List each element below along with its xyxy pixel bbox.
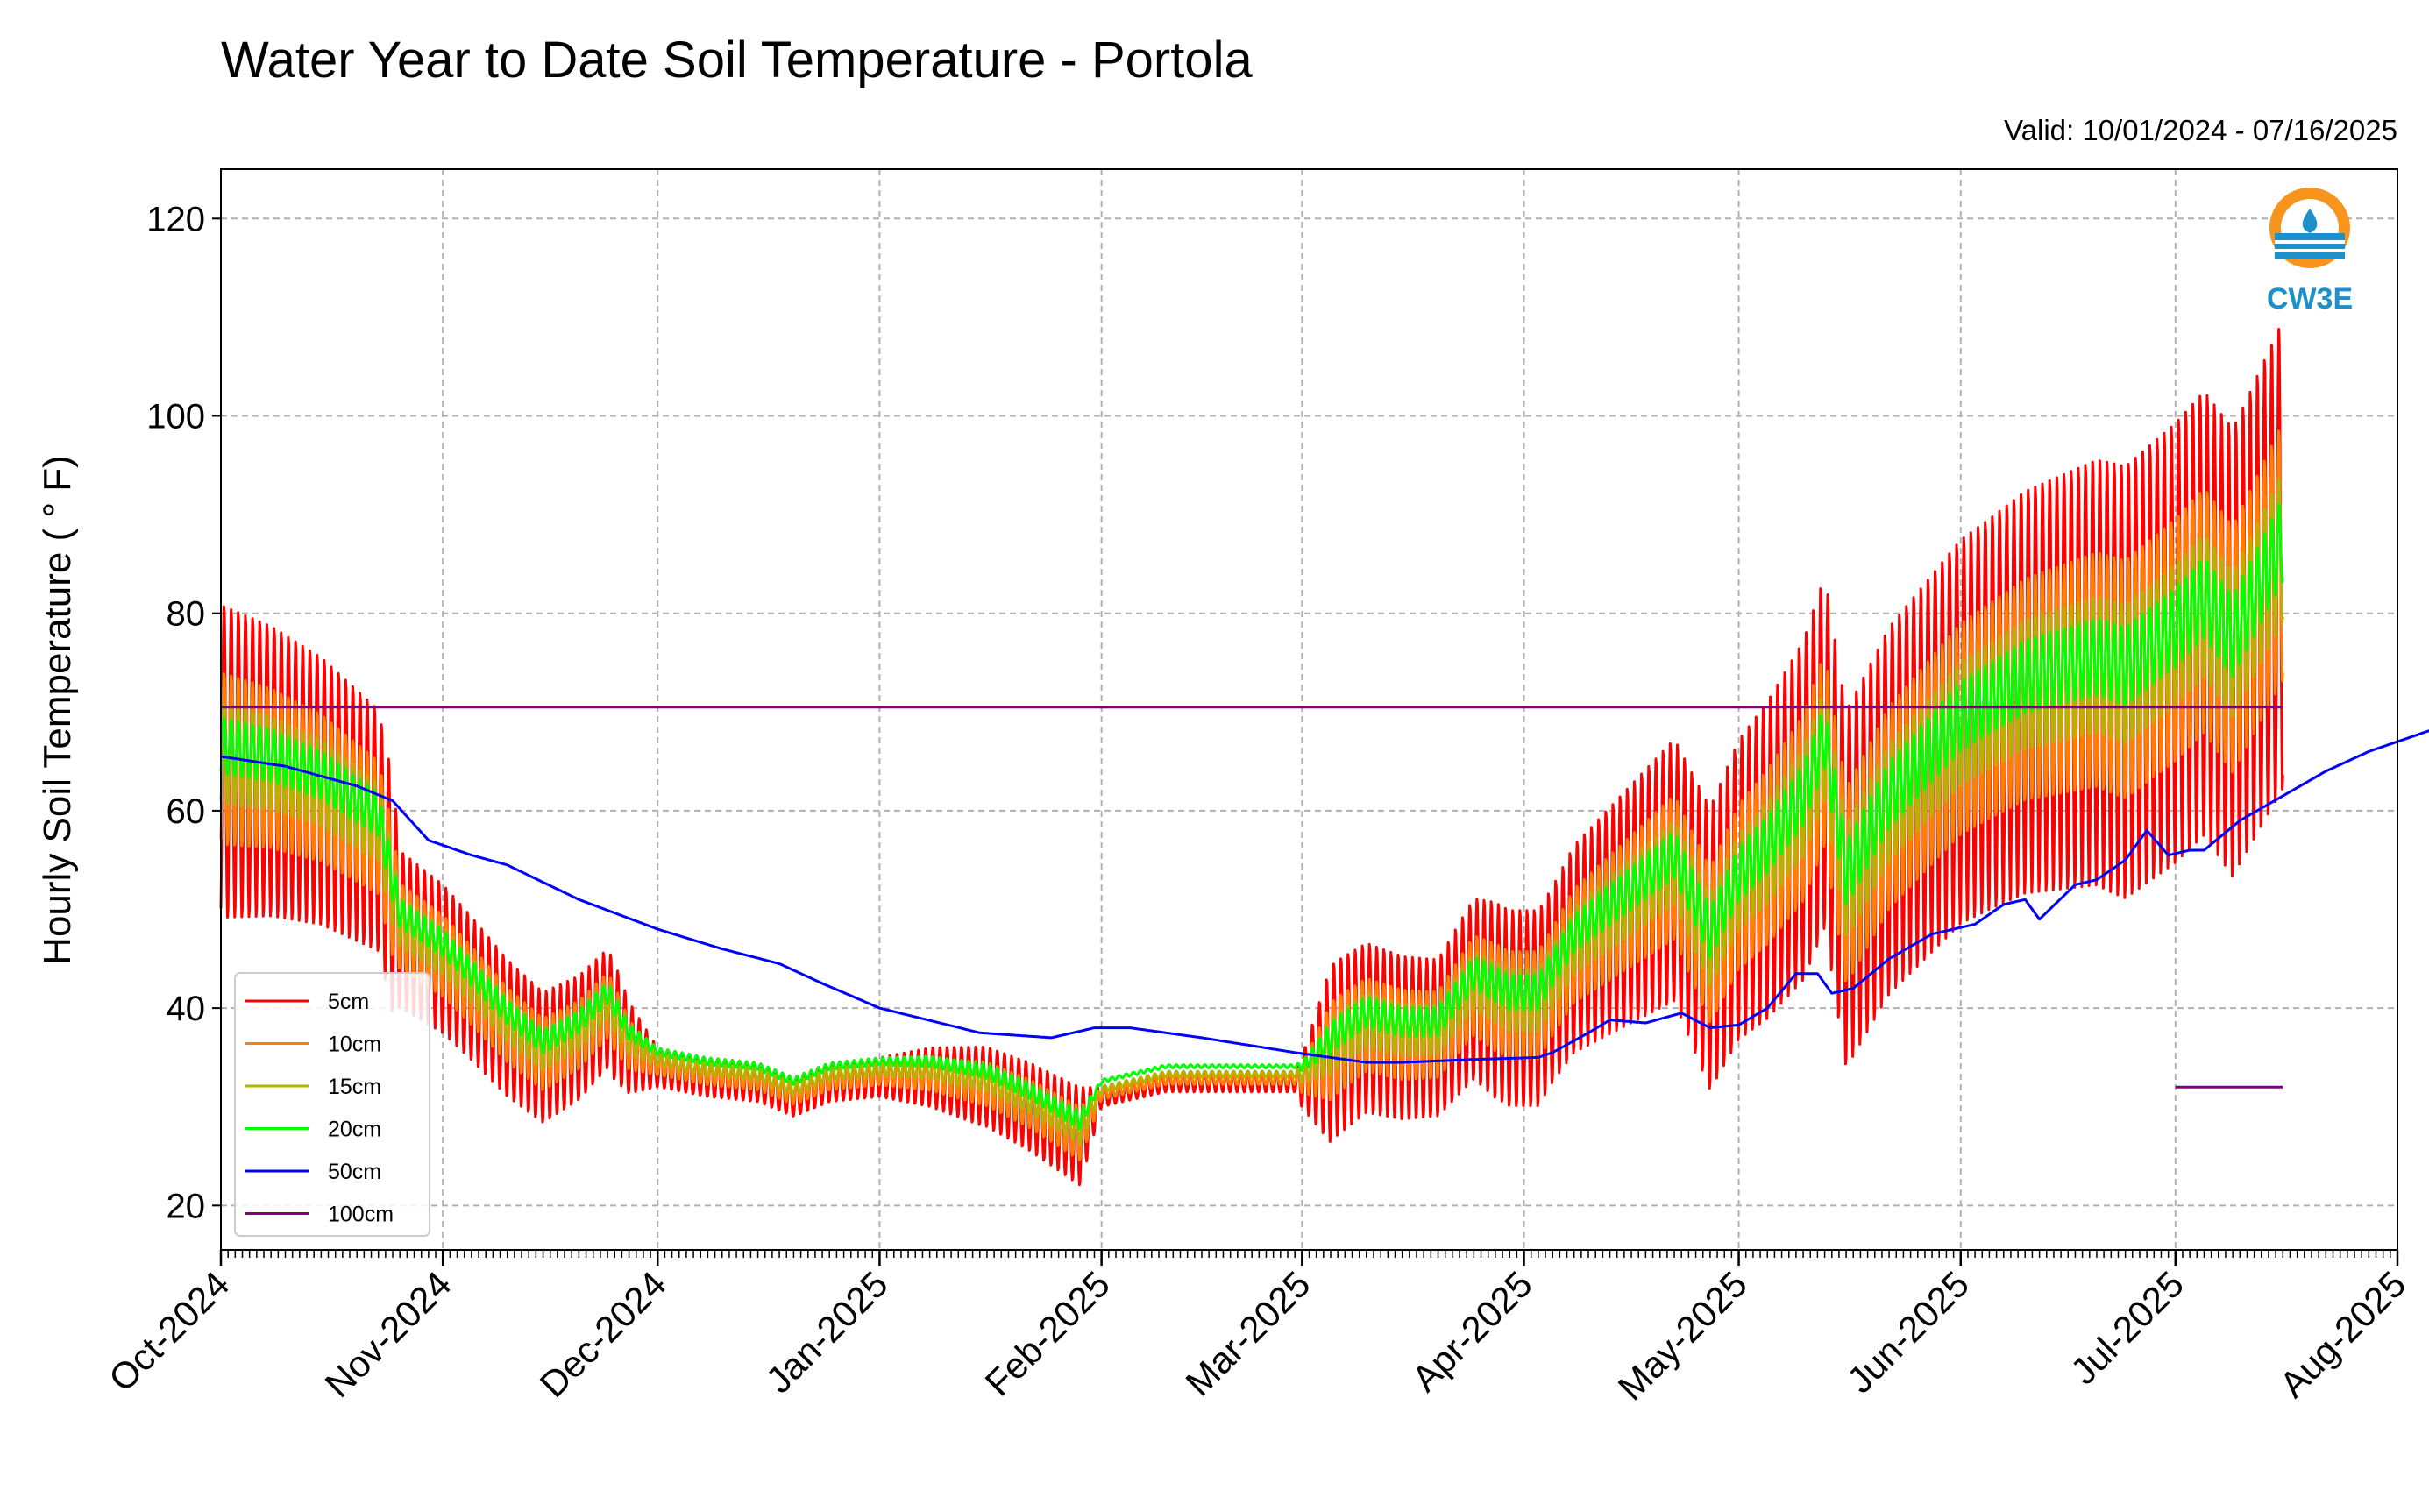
legend: 5cm 10cm 15cm 20cm 50cm 100cm [234, 972, 430, 1237]
series-15cm-line [219, 478, 2284, 1146]
x-tick-label: Jun-2025 [1839, 1263, 1977, 1401]
legend-label-20cm: 20cm [328, 1118, 381, 1142]
x-tick-label: Jul-2025 [2063, 1263, 2191, 1392]
x-tick-label: Dec-2024 [532, 1263, 674, 1405]
y-axis: 20 40 60 80 100 120 [146, 200, 221, 1225]
x-tick-label: May-2025 [1610, 1263, 1755, 1408]
chart-subtitle: Valid: 10/01/2024 - 07/16/2025 [2004, 114, 2397, 146]
plot-series [219, 328, 2429, 1187]
cw3e-logo: CW3E [2267, 188, 2353, 316]
logo-text: CW3E [2267, 282, 2353, 316]
legend-label-10cm: 10cm [328, 1033, 381, 1057]
legend-label-15cm: 15cm [328, 1075, 381, 1099]
x-tick-label: Jan-2025 [758, 1263, 896, 1401]
series-50cm-line [220, 729, 2429, 1064]
x-tick-label: Feb-2025 [977, 1263, 1118, 1403]
y-tick-label: 80 [167, 595, 206, 634]
series-20cm-line [219, 503, 2284, 1131]
y-tick-label: 100 [146, 398, 205, 437]
legend-label-5cm: 5cm [328, 990, 369, 1014]
series-5cm-line [219, 328, 2284, 1187]
y-axis-label: Hourly Soil Temperature ( ° F) [36, 455, 79, 965]
chart-title: Water Year to Date Soil Temperature - Po… [221, 32, 1253, 89]
y-tick-label: 120 [146, 200, 205, 238]
x-tick-label: Mar-2025 [1177, 1263, 1317, 1403]
x-tick-label: Nov-2024 [317, 1263, 459, 1405]
legend-label-100cm: 100cm [328, 1203, 394, 1227]
x-tick-label: Oct-2024 [101, 1263, 237, 1399]
y-tick-label: 40 [167, 990, 206, 1028]
y-tick-label: 60 [167, 792, 206, 831]
x-tick-label: Aug-2025 [2271, 1263, 2413, 1405]
x-axis: Oct-2024 Nov-2024 Dec-2024 Jan-2025 Feb-2025… [101, 1250, 2413, 1408]
series-10cm-line [219, 429, 2284, 1161]
legend-label-50cm: 50cm [328, 1160, 381, 1184]
x-tick-label: Apr-2025 [1403, 1263, 1539, 1399]
y-tick-label: 20 [167, 1187, 206, 1225]
